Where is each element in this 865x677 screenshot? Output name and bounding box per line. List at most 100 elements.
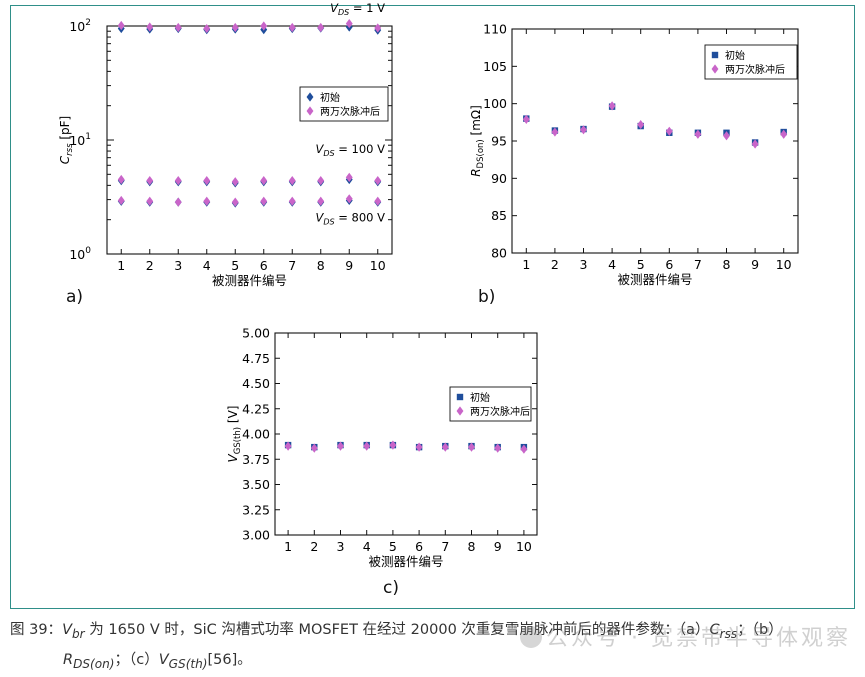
data-point-after [374, 176, 382, 186]
x-tick-label: 8 [468, 539, 476, 554]
legend-box [704, 44, 798, 80]
x-tick-label: 3 [337, 539, 345, 554]
y-tick-label: 4.75 [242, 351, 270, 366]
y-axis-label: VGS(th) [V] [226, 406, 243, 463]
caption-rdson-sub: DS(on) [73, 656, 115, 671]
x-tick-label: 7 [288, 258, 296, 273]
legend-label-after: 两万次脉冲后 [470, 405, 530, 418]
caption-text-4: [56]。 [207, 651, 252, 668]
panel-label-b: b) [478, 287, 496, 307]
panel-label-a: a) [66, 287, 84, 307]
data-point-after [203, 176, 211, 186]
y-tick-label: 80 [491, 246, 507, 261]
y-tick-label: 102 [69, 18, 91, 34]
x-tick-label: 9 [751, 257, 759, 272]
x-tick-label: 1 [117, 258, 125, 273]
x-tick-label: 10 [370, 258, 386, 273]
panel-label-c: c) [383, 578, 399, 598]
x-tick-label: 2 [146, 258, 154, 273]
x-axis-label: 被测器件编号 [617, 272, 692, 287]
caption-fig-label: 图 39： [10, 622, 63, 638]
x-tick-label: 4 [608, 257, 616, 272]
y-tick-label: 85 [491, 208, 507, 223]
data-point-after [203, 196, 211, 206]
caption-vbr-sub: br [71, 626, 85, 641]
data-point-after [174, 22, 182, 33]
x-tick-label: 5 [389, 539, 397, 554]
y-axis-label: RDS(on) [mΩ] [469, 105, 486, 177]
x-tick-label: 9 [345, 258, 353, 273]
legend-marker-initial [306, 92, 314, 102]
y-tick-label: 100 [483, 96, 507, 111]
data-point-after [389, 440, 397, 450]
legend-box [449, 386, 532, 422]
x-tick-label: 8 [317, 258, 325, 273]
data-point-after [580, 125, 587, 135]
data-point-after [260, 196, 268, 206]
y-tick-label: 90 [491, 171, 507, 186]
caption-text-3: ；（c） [114, 651, 159, 668]
data-point-after [203, 23, 211, 34]
data-point-after [288, 176, 296, 186]
figure-caption: 图 39：Vbr 为 1650 V 时，SiC 沟槽式功率 MOSFET 在经过… [10, 617, 855, 677]
x-tick-label: 4 [203, 258, 211, 273]
x-tick-label: 5 [637, 257, 645, 272]
data-point-after [146, 196, 154, 206]
x-axis-label: 被测器件编号 [368, 554, 443, 569]
x-tick-label: 4 [363, 539, 371, 554]
data-point-after [317, 22, 325, 33]
x-tick-label: 3 [580, 257, 588, 272]
y-tick-label: 101 [69, 132, 91, 148]
legend-label-initial: 初始 [725, 49, 745, 62]
y-tick-label: 4.25 [242, 401, 270, 416]
legend-label-after: 两万次脉冲后 [725, 63, 785, 76]
x-axis-label: 被测器件编号 [212, 273, 287, 288]
legend-marker-initial [711, 51, 719, 59]
data-point-after [345, 194, 353, 204]
caption-rdson-symbol: R [63, 651, 74, 668]
y-tick-label: 110 [483, 22, 507, 37]
chart-crss: 1 2 3 4 5 6 7 8 9 10 被测器件编号 100 101 102 Crss [pF] VDS =… [58, 1, 393, 288]
caption-crss-symbol: C [709, 622, 720, 638]
data-point-after [117, 174, 125, 185]
legend-label-after: 两万次脉冲后 [320, 105, 380, 118]
vds-annotation: VDS = 1 V [330, 1, 385, 17]
data-point-after [284, 441, 292, 451]
vds-annotation: VDS = 100 V [315, 142, 385, 158]
data-point-after [231, 22, 239, 33]
y-tick-label: 3.50 [242, 477, 270, 492]
x-tick-label: 2 [551, 257, 559, 272]
x-tick-label: 1 [522, 257, 530, 272]
y-tick-label: 4.50 [242, 376, 270, 391]
y-tick-label: 5.00 [242, 326, 270, 341]
watermark-text: 公众号 · 宽禁带半导体观察 [546, 626, 851, 651]
data-point-after [374, 196, 382, 206]
x-tick-label: 7 [694, 257, 702, 272]
y-tick-label: 105 [483, 59, 507, 74]
y-axis-label: Crss [pF] [58, 116, 75, 164]
x-tick-label: 2 [310, 539, 318, 554]
x-tick-label: 7 [441, 539, 449, 554]
x-tick-label: 6 [260, 258, 268, 273]
legend-marker-initial [456, 393, 464, 401]
chart-vgsth: 1 2 3 4 5 6 7 8 9 10 被测器件编号 3.00 3.25 3.50 3.75 4.00 4.2… [226, 326, 538, 569]
x-tick-label: 10 [516, 539, 532, 554]
y-tick-label: 100 [69, 246, 91, 262]
x-tick-label: 10 [776, 257, 792, 272]
data-point-after [780, 129, 788, 139]
wechat-logo-icon [520, 626, 542, 648]
data-point-after [751, 139, 759, 149]
y-tick-label: 4.00 [242, 427, 270, 442]
data-point-after [231, 177, 239, 187]
x-tick-label: 8 [723, 257, 731, 272]
legend-label-initial: 初始 [320, 91, 340, 104]
data-point-after [288, 196, 296, 206]
x-tick-label: 6 [665, 257, 673, 272]
legend-marker-after [306, 106, 314, 116]
y-tick-label: 3.25 [242, 502, 270, 517]
data-point-after [117, 195, 125, 206]
x-tick-label: 1 [284, 539, 292, 554]
caption-vgsth-symbol: V [158, 651, 169, 668]
watermark: 公众号 · 宽禁带半导体观察 [520, 620, 851, 652]
data-point-after [146, 176, 154, 186]
